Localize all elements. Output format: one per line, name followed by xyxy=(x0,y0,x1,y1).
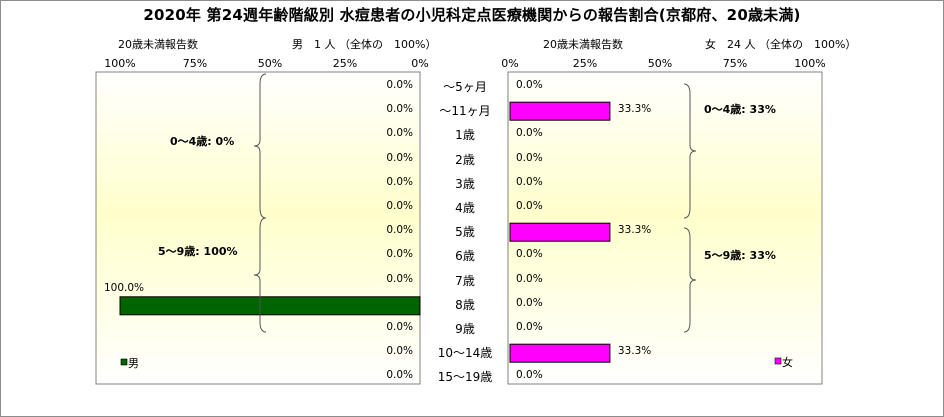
male-value-label: 0.0% xyxy=(386,345,413,358)
left-subtitle-count: 20歳未満報告数 xyxy=(118,38,198,51)
right-group-label-0-4: 0～4歳: 33% xyxy=(704,103,776,116)
female-bar xyxy=(509,222,611,242)
female-value-label: 0.0% xyxy=(516,175,543,188)
male-value-label: 0.0% xyxy=(386,321,413,333)
age-category-label: 8歳 xyxy=(455,297,475,312)
right-x-tick-label: 75% xyxy=(722,57,748,70)
male-value-label: 0.0% xyxy=(386,272,413,285)
left-x-tick-label: 25% xyxy=(332,57,358,70)
female-value-label: 0.0% xyxy=(516,272,543,285)
male-bar xyxy=(119,296,421,316)
right-x-tick-label: 0% xyxy=(501,57,519,70)
age-category-label: 10～14歳 xyxy=(437,346,493,361)
male-value-label: 0.0% xyxy=(386,175,413,188)
female-value-label: 0.0% xyxy=(516,321,543,333)
male-value-label: 0.0% xyxy=(386,248,413,261)
age-category-label: 2歳 xyxy=(455,152,475,167)
left-subtitle-male: 男 1 人 （全体の 100%） xyxy=(292,38,437,51)
male-value-label: 0.0% xyxy=(386,127,413,140)
left-plot-area xyxy=(95,71,421,385)
female-value-label: 33.3% xyxy=(617,345,652,358)
left-x-tick-label: 0% xyxy=(411,57,429,70)
right-group-label-5-9: 5～9歳: 33% xyxy=(704,249,776,262)
age-category-label: 5歳 xyxy=(455,225,475,240)
right-x-tick-label: 50% xyxy=(647,57,673,70)
left-group-label-5-9: 5～9歳: 100% xyxy=(158,245,238,258)
female-value-label: 0.0% xyxy=(516,296,543,309)
female-value-label: 0.0% xyxy=(516,127,543,140)
age-category-label: 3歳 xyxy=(455,176,475,191)
age-category-label: 6歳 xyxy=(455,249,475,264)
age-category-label: ～5ヶ月 xyxy=(443,80,487,94)
male-value-label: 0.0% xyxy=(386,103,413,116)
male-value-label: 0.0% xyxy=(386,200,413,212)
female-bar xyxy=(509,343,611,363)
female-value-label: 0.0% xyxy=(516,151,543,164)
age-category-label: ～11ヶ月 xyxy=(439,104,491,119)
male-legend-label: 男 xyxy=(128,357,139,370)
age-category-label: 9歳 xyxy=(455,322,475,336)
right-x-tick-label: 100% xyxy=(794,57,826,70)
age-category-label: 4歳 xyxy=(455,201,475,215)
right-x-tick-label: 25% xyxy=(572,57,598,70)
male-value-label: 0.0% xyxy=(386,224,413,237)
male-value-label: 0.0% xyxy=(386,369,413,382)
right-subtitle-count: 20歳未満報告数 xyxy=(543,38,623,51)
age-category-label: 1歳 xyxy=(455,128,475,143)
female-bar xyxy=(509,101,611,121)
right-subtitle-female: 女 24 人 （全体の 100%） xyxy=(705,38,857,51)
male-legend-swatch xyxy=(120,358,128,366)
left-brace-0-4 xyxy=(253,73,267,219)
age-category-label: 7歳 xyxy=(455,273,475,288)
left-brace-5-9 xyxy=(253,217,267,333)
female-value-label: 0.0% xyxy=(516,79,543,91)
right-brace-5-9 xyxy=(683,227,697,333)
left-x-tick-label: 75% xyxy=(182,57,208,70)
male-value-label: 100.0% xyxy=(104,281,145,294)
male-value-label: 0.0% xyxy=(386,151,413,164)
female-legend-swatch xyxy=(774,357,782,365)
left-x-tick-label: 50% xyxy=(257,57,283,70)
age-category-label: 15～19歳 xyxy=(437,370,493,385)
right-brace-0-4 xyxy=(683,83,697,219)
female-value-label: 33.3% xyxy=(617,224,652,237)
male-value-label: 0.0% xyxy=(386,79,413,91)
female-legend-label: 女 xyxy=(782,356,793,369)
female-value-label: 33.3% xyxy=(617,103,652,116)
left-x-tick-label: 100% xyxy=(104,57,136,70)
chart-title: 2020年 第24週年齢階級別 水痘患者の小児科定点医療機関からの報告割合(京都… xyxy=(143,6,801,24)
female-value-label: 0.0% xyxy=(516,200,543,212)
female-value-label: 0.0% xyxy=(516,369,543,382)
female-value-label: 0.0% xyxy=(516,248,543,261)
left-group-label-0-4: 0～4歳: 0% xyxy=(170,135,235,148)
